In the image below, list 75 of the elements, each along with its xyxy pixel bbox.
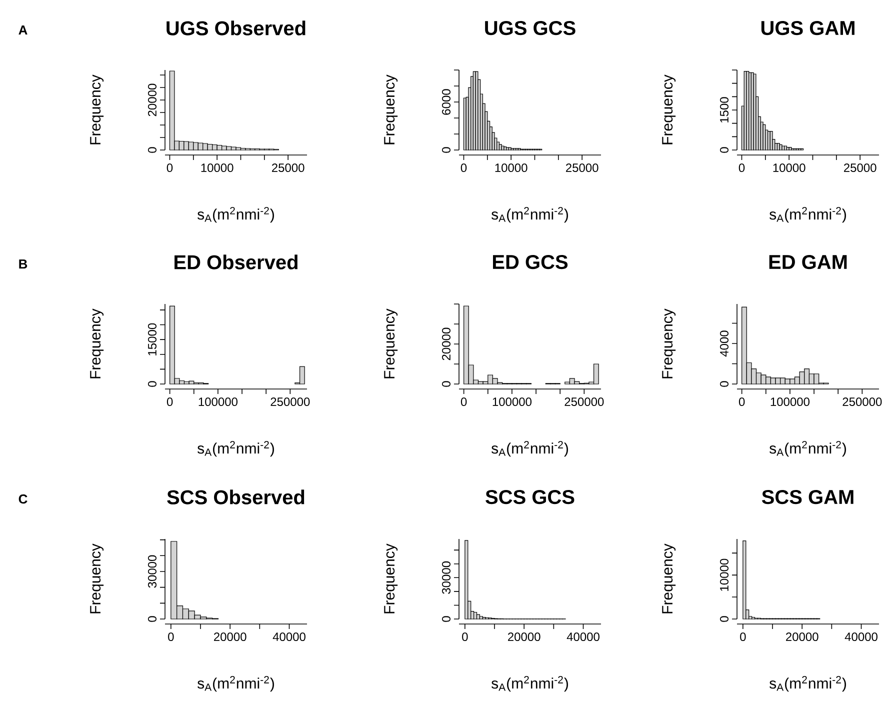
- x-axis-title: s$_{A}$(m$^{2}$nmi$^{-2}$): [770, 206, 846, 223]
- y-axis-title: Frequency: [662, 74, 676, 144]
- x-tick-label: 25000: [566, 164, 598, 172]
- y-tick-label: 0: [148, 147, 156, 153]
- x-tick-label: 20000: [214, 632, 246, 642]
- x-tick-label: 10000: [201, 164, 234, 172]
- x-tick-label: 0: [460, 398, 467, 406]
- x-tick-label: 0: [166, 164, 173, 172]
- x-tick-label: 20000: [508, 632, 540, 642]
- x-tick-label: 25000: [844, 164, 876, 172]
- x-axis-title: s$_{A}$(m$^{2}$nmi$^{-2}$): [198, 440, 274, 457]
- chart-title: ED Observed: [174, 254, 298, 270]
- x-tick-label: 100000: [198, 398, 238, 406]
- y-axis-title: Frequency: [384, 74, 398, 144]
- x-tick-label: 0: [738, 398, 745, 406]
- chart-title: UGS Observed: [166, 20, 306, 36]
- y-tick-label: 30000: [148, 555, 156, 588]
- y-axis-title: Frequency: [384, 308, 398, 378]
- y-tick-label: 0: [148, 381, 156, 387]
- x-tick-label: 0: [462, 632, 468, 642]
- x-tick-label: 250000: [270, 398, 310, 406]
- x-tick-label: 0: [738, 164, 745, 172]
- y-axis-title: Frequency: [90, 74, 104, 144]
- x-tick-label: 0: [740, 632, 746, 642]
- x-tick-label: 40000: [272, 632, 306, 642]
- chart-title: SCS Observed: [167, 490, 304, 504]
- x-tick-label: 10000: [773, 164, 806, 172]
- y-axis-title: Frequency: [662, 544, 676, 614]
- y-tick-label: 4000: [720, 330, 728, 357]
- chart-title: ED GAM: [769, 254, 847, 270]
- y-tick-label: 15000: [148, 323, 156, 356]
- chart-title: SCS GAM: [762, 490, 854, 504]
- x-tick-label: 0: [460, 164, 467, 172]
- y-tick-label: 0: [148, 616, 156, 622]
- x-axis-title: s$_{A}$(m$^{2}$nmi$^{-2}$): [198, 206, 274, 223]
- x-tick-label: 250000: [564, 398, 604, 406]
- y-tick-label: 10000: [720, 558, 728, 591]
- y-tick-label: 0: [442, 381, 450, 387]
- x-tick-label: 100000: [492, 398, 532, 406]
- x-tick-label: 10000: [495, 164, 528, 172]
- y-tick-label: 0: [720, 616, 728, 622]
- x-axis-title: s$_{A}$(m$^{2}$nmi$^{-2}$): [492, 440, 568, 457]
- x-tick-label: 0: [168, 632, 174, 642]
- y-axis-title: Frequency: [662, 308, 676, 378]
- x-axis-title: s$_{A}$(m$^{2}$nmi$^{-2}$): [770, 676, 846, 692]
- x-tick-label: 250000: [842, 398, 882, 406]
- x-tick-label: 40000: [844, 632, 878, 642]
- chart-title: UGS GCS: [485, 20, 576, 36]
- y-axis-title: Frequency: [90, 544, 104, 614]
- x-tick-label: 20000: [786, 632, 818, 642]
- y-tick-label: 0: [442, 616, 450, 622]
- text: A: [18, 26, 28, 34]
- y-tick-label: 30000: [442, 561, 450, 594]
- chart-title: SCS GCS: [486, 490, 574, 504]
- x-axis-title: s$_{A}$(m$^{2}$nmi$^{-2}$): [770, 440, 846, 457]
- y-tick-label: 20000: [442, 328, 450, 360]
- y-tick-label: 20000: [148, 84, 156, 116]
- y-tick-label: 1500: [720, 97, 728, 122]
- y-tick-label: 0: [442, 147, 450, 153]
- x-tick-label: 25000: [272, 164, 304, 172]
- x-axis-title: s$_{A}$(m$^{2}$nmi$^{-2}$): [492, 206, 568, 223]
- x-tick-label: 100000: [770, 398, 810, 406]
- x-axis-title: s$_{A}$(m$^{2}$nmi$^{-2}$): [492, 676, 568, 692]
- y-axis-title: Frequency: [90, 308, 104, 378]
- text: B: [19, 260, 28, 268]
- y-axis-title: Frequency: [384, 544, 398, 614]
- y-tick-label: 0: [720, 147, 728, 153]
- text: C: [18, 494, 28, 504]
- x-tick-label: 40000: [566, 632, 600, 642]
- x-axis-title: s$_{A}$(m$^{2}$nmi$^{-2}$): [198, 676, 274, 692]
- chart-title: UGS GAM: [761, 20, 854, 36]
- chart-title: ED GCS: [493, 254, 568, 270]
- x-tick-label: 0: [166, 398, 173, 406]
- y-tick-label: 6000: [442, 89, 450, 115]
- y-tick-label: 0: [720, 381, 728, 387]
